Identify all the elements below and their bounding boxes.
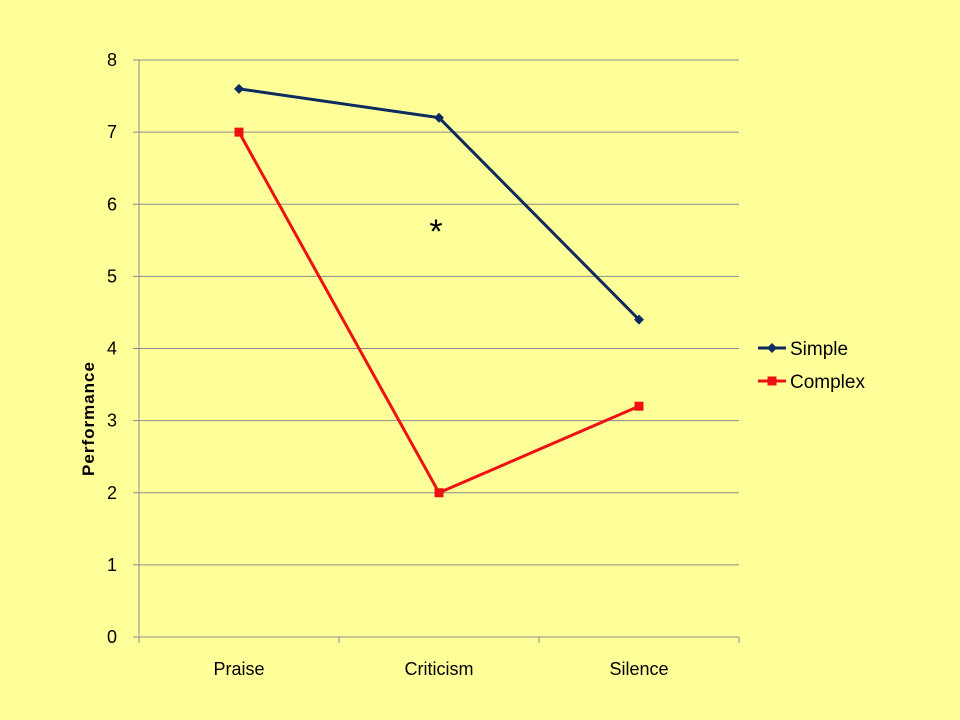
y-tick-label: 7 <box>107 122 117 142</box>
y-axis-title: Performance <box>79 361 98 476</box>
data-point-simple <box>434 112 444 123</box>
y-tick-labels: 0 1 2 3 4 5 6 7 8 <box>107 50 117 647</box>
data-point-complex <box>434 488 444 498</box>
y-tick-label: 5 <box>107 266 117 286</box>
y-tick-label: 0 <box>107 627 117 647</box>
series-group <box>234 83 644 498</box>
legend-label-complex: Complex <box>790 372 865 393</box>
y-tick-label: 4 <box>107 339 117 359</box>
legend-marker-simple <box>767 343 777 353</box>
gridlines <box>139 59 739 638</box>
data-point-simple <box>234 83 244 94</box>
x-tick-label: Criticism <box>405 659 474 679</box>
x-tick-label: Silence <box>609 659 668 679</box>
data-point-complex <box>634 401 644 411</box>
series-line-complex <box>237 131 640 495</box>
significance-annotation: * <box>429 213 442 251</box>
legend-label-simple: Simple <box>790 339 848 360</box>
y-tick-label: 6 <box>107 194 117 214</box>
x-tick-labels: Praise Criticism Silence <box>213 659 668 679</box>
y-tick-label: 1 <box>107 555 117 575</box>
x-tick-label: Praise <box>213 659 264 679</box>
annotations: * <box>429 213 442 251</box>
data-point-simple <box>634 314 644 325</box>
legend: Simple Complex <box>758 339 865 393</box>
y-tick-label: 3 <box>107 411 117 431</box>
y-tick-label: 2 <box>107 483 117 503</box>
y-tick-label: 8 <box>107 50 117 70</box>
data-point-complex <box>234 127 244 137</box>
axes <box>133 59 740 643</box>
legend-marker-complex <box>767 376 777 386</box>
